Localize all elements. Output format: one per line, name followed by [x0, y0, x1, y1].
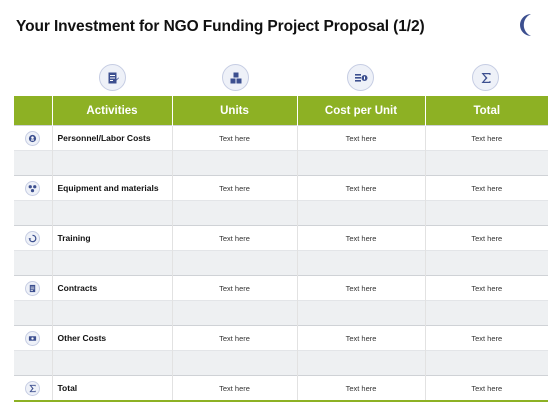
- molecule-icon: [25, 180, 41, 196]
- row-icon-cell: [14, 275, 52, 301]
- cost-per-unit-cell: Text here: [296, 175, 425, 201]
- row-icon-cell: [14, 125, 52, 151]
- table-row: Equipment and materials Text here Text her…: [14, 175, 548, 201]
- header-icon-cell: [14, 96, 52, 126]
- row-icon-cell: [14, 325, 52, 351]
- row-icon-cell: [14, 225, 52, 251]
- refresh-icon: [25, 230, 41, 246]
- spacer-row: [14, 250, 548, 276]
- header-units: Units: [171, 96, 297, 126]
- table-row: Personnel/Labor Costs Text here Text here T…: [14, 125, 548, 151]
- cost-per-unit-cell: Text here: [296, 275, 425, 301]
- investment-table: Activities Units Cost per Unit Total Per…: [14, 96, 548, 402]
- spacer-row: [14, 350, 548, 376]
- sigma-icon: [472, 64, 499, 91]
- total-cell: Text here: [424, 375, 548, 402]
- activity-cell: Equipment and materials: [51, 175, 172, 201]
- table-row: Contracts Text here Text here Text here: [14, 275, 548, 301]
- header-total: Total: [424, 96, 548, 126]
- spacer-row: [14, 200, 548, 226]
- units-cell: Text here: [171, 225, 297, 251]
- header-activities: Activities: [51, 96, 172, 126]
- units-cell: Text here: [171, 275, 297, 301]
- header-cost-per-unit: Cost per Unit: [296, 96, 425, 126]
- activity-cell: Total: [51, 375, 172, 402]
- crescent-moon-icon: [520, 14, 531, 36]
- total-cell: Text here: [424, 125, 548, 151]
- money-icon: [25, 330, 41, 346]
- row-icon-cell: [14, 375, 52, 402]
- total-cell: Text here: [424, 225, 548, 251]
- units-cell: Text here: [171, 325, 297, 351]
- total-cell: Text here: [424, 275, 548, 301]
- table-row: Total Text here Text here Text here: [14, 375, 548, 402]
- document-icon: [99, 64, 126, 91]
- activity-cell: Personnel/Labor Costs: [51, 125, 172, 151]
- cost-per-unit-cell: Text here: [296, 225, 425, 251]
- total-cell: Text here: [424, 175, 548, 201]
- sigma-icon: [25, 380, 41, 396]
- people-icon: [25, 130, 41, 146]
- table-row: Other Costs Text here Text here Text here: [14, 325, 548, 351]
- contract-icon: [25, 280, 41, 296]
- table-body: Personnel/Labor Costs Text here Text here T…: [14, 125, 548, 402]
- spacer-row: [14, 300, 548, 326]
- activity-cell: Contracts: [51, 275, 172, 301]
- column-icons-row: [14, 62, 548, 96]
- units-cell: Text here: [171, 125, 297, 151]
- table-row: Training Text here Text here Text here: [14, 225, 548, 251]
- cost-per-unit-cell: Text here: [296, 375, 425, 402]
- units-cell: Text here: [171, 175, 297, 201]
- spacer-row: [14, 150, 548, 176]
- row-icon-cell: [14, 175, 52, 201]
- total-cell: Text here: [424, 325, 548, 351]
- page-title: Your Investment for NGO Funding Project …: [16, 18, 425, 35]
- coins-icon: [347, 64, 374, 91]
- table-header-row: Activities Units Cost per Unit Total: [14, 96, 548, 126]
- cost-per-unit-cell: Text here: [296, 125, 425, 151]
- cost-per-unit-cell: Text here: [296, 325, 425, 351]
- cubes-icon: [222, 64, 249, 91]
- units-cell: Text here: [171, 375, 297, 402]
- activity-cell: Other Costs: [51, 325, 172, 351]
- activity-cell: Training: [51, 225, 172, 251]
